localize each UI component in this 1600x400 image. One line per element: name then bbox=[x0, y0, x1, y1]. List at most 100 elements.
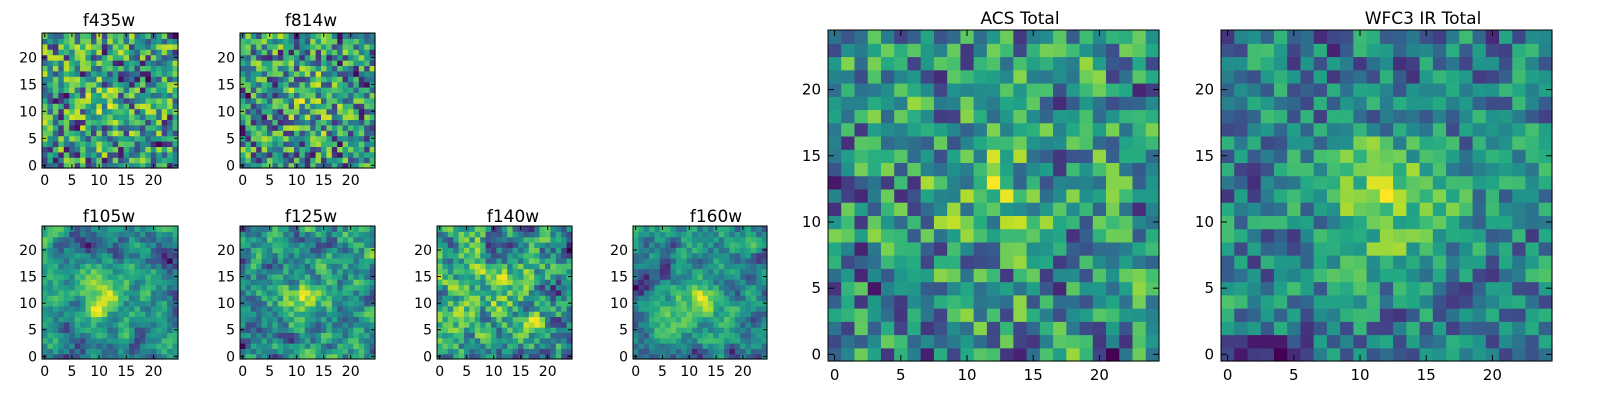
heatmap-cell bbox=[256, 247, 263, 254]
heatmap-cell bbox=[920, 30, 935, 44]
heatmap-cell bbox=[750, 257, 757, 264]
heatmap-cell bbox=[326, 103, 333, 110]
heatmap-cell bbox=[675, 226, 682, 232]
heatmap-cell bbox=[107, 70, 114, 77]
heatmap-cell bbox=[920, 281, 935, 296]
heatmap-cell bbox=[74, 38, 81, 45]
heatmap-cell bbox=[681, 263, 688, 270]
heatmap-cell bbox=[1145, 215, 1160, 230]
heatmap-cell bbox=[480, 337, 487, 344]
heatmap-cell bbox=[1300, 281, 1315, 296]
heatmap-cell bbox=[491, 289, 497, 296]
heatmap-cell bbox=[469, 327, 476, 333]
heatmap-cell bbox=[47, 295, 54, 302]
heatmap-cell bbox=[369, 97, 376, 104]
heatmap-cell bbox=[745, 305, 752, 312]
heatmap-cell bbox=[523, 327, 530, 333]
heatmap-cell bbox=[555, 247, 562, 254]
heatmap-cell bbox=[1132, 109, 1147, 124]
heatmap-cell bbox=[501, 284, 508, 291]
heatmap-cell bbox=[1273, 294, 1288, 309]
heatmap-cell bbox=[638, 337, 645, 344]
heatmap-cell bbox=[90, 92, 97, 99]
heatmap-cell bbox=[491, 300, 497, 307]
heatmap-cell bbox=[161, 300, 168, 307]
heatmap-cell bbox=[1000, 294, 1014, 309]
heatmap-cell bbox=[288, 60, 295, 66]
heatmap-cell bbox=[283, 289, 290, 296]
heatmap-cell bbox=[294, 146, 300, 153]
heatmap-cell bbox=[501, 247, 508, 254]
heatmap-cell bbox=[566, 289, 573, 296]
heatmap-cell bbox=[691, 316, 698, 323]
heatmap-cell bbox=[172, 321, 179, 328]
heatmap-cell bbox=[156, 268, 163, 275]
heatmap-cell bbox=[708, 241, 714, 248]
heatmap-cell bbox=[250, 311, 257, 318]
heatmap-cell bbox=[304, 343, 311, 349]
heatmap-cell bbox=[681, 268, 688, 275]
heatmap-cell bbox=[134, 257, 141, 264]
heatmap-cell bbox=[342, 141, 349, 147]
heatmap-cell bbox=[501, 226, 508, 232]
heatmap-cell bbox=[485, 268, 492, 275]
heatmap-cell bbox=[501, 231, 508, 238]
heatmap-cell bbox=[894, 294, 909, 309]
heatmap-cell bbox=[1092, 43, 1107, 58]
heatmap-cell bbox=[512, 257, 519, 264]
heatmap-cell bbox=[649, 343, 656, 349]
heatmap-cell bbox=[1485, 228, 1500, 243]
heatmap-cell bbox=[326, 279, 333, 286]
heatmap-cell bbox=[566, 332, 573, 339]
heatmap-cell bbox=[256, 87, 263, 93]
heatmap-cell bbox=[1132, 175, 1147, 190]
heatmap-cell bbox=[638, 241, 645, 248]
heatmap-cell bbox=[697, 268, 704, 275]
heatmap-cell bbox=[118, 49, 125, 56]
heatmap-cell bbox=[348, 241, 354, 248]
heatmap-cell bbox=[129, 157, 136, 164]
heatmap-cell bbox=[310, 124, 317, 131]
heatmap-cell bbox=[139, 273, 146, 280]
heatmap-cell bbox=[272, 279, 279, 286]
heatmap-cell bbox=[1145, 56, 1160, 71]
heatmap-cell bbox=[750, 348, 757, 355]
heatmap-cell bbox=[364, 146, 371, 153]
heatmap-cell bbox=[156, 162, 163, 169]
heatmap-cell bbox=[256, 103, 263, 110]
heatmap-cell bbox=[681, 311, 688, 318]
heatmap-cell bbox=[167, 241, 174, 248]
heatmap-cell bbox=[52, 146, 59, 153]
heatmap-cell bbox=[364, 135, 371, 142]
heatmap-cell bbox=[261, 49, 268, 56]
heatmap-cell bbox=[986, 30, 1001, 44]
heatmap-cell bbox=[42, 236, 49, 243]
heatmap-cell bbox=[643, 305, 650, 312]
y-tick-label: 15 bbox=[217, 270, 235, 286]
heatmap-cell bbox=[986, 215, 1001, 230]
heatmap-cell bbox=[437, 241, 443, 248]
heatmap-cell bbox=[638, 295, 645, 302]
heatmap-cell bbox=[326, 295, 333, 302]
heatmap-cell bbox=[47, 241, 54, 248]
heatmap-cell bbox=[1221, 347, 1235, 362]
heatmap-cell bbox=[74, 289, 81, 296]
heatmap-cell bbox=[1485, 281, 1500, 296]
heatmap-cell bbox=[288, 273, 295, 280]
heatmap-cell bbox=[523, 273, 530, 280]
heatmap-cell bbox=[464, 284, 470, 291]
heatmap-cell bbox=[101, 263, 108, 270]
heatmap-cell bbox=[1106, 228, 1120, 243]
heatmap-cell bbox=[52, 353, 59, 360]
heatmap-cell bbox=[1000, 308, 1014, 322]
heatmap-cell bbox=[523, 316, 530, 323]
heatmap-cell bbox=[464, 257, 470, 264]
heatmap-cell bbox=[172, 141, 179, 147]
heatmap-cell bbox=[342, 252, 349, 259]
heatmap-cell bbox=[960, 162, 975, 177]
heatmap-cell bbox=[52, 257, 59, 264]
heatmap-cell bbox=[1221, 321, 1235, 336]
heatmap-cell bbox=[90, 257, 97, 264]
heatmap-cell bbox=[134, 348, 141, 355]
heatmap-cell bbox=[907, 96, 922, 111]
